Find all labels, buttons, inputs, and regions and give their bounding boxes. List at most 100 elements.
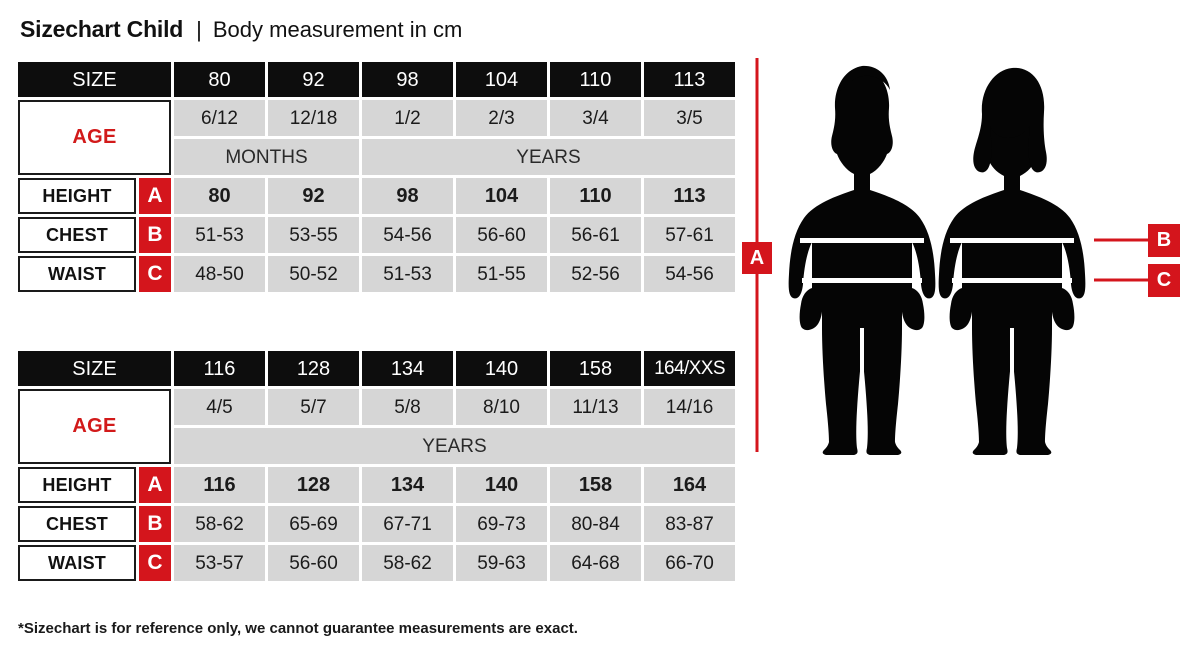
size-header-label: SIZE <box>18 351 171 386</box>
body-measurement-illustration: A B C <box>736 52 1196 462</box>
size-header-cell: 140 <box>456 351 547 386</box>
age-value-cell: 3/5 <box>644 100 735 136</box>
girl-chest-band <box>950 238 1074 243</box>
chest-value-cell: 54-56 <box>362 217 453 253</box>
sizechart-table-large: SIZE 116 128 134 140 158 164/XXS AGE 4/5 5/7 5/8 8/… <box>18 351 735 581</box>
row-badge-a-icon: A <box>139 178 171 214</box>
size-header-cell: 164/XXS <box>644 351 735 386</box>
row-label-text: WAIST <box>18 256 136 292</box>
chest-value-cell: 67-71 <box>362 506 453 542</box>
age-unit-cell: MONTHS <box>174 139 359 175</box>
chest-value-cell: 83-87 <box>644 506 735 542</box>
height-value-cell: 98 <box>362 178 453 214</box>
height-value-cell: 134 <box>362 467 453 503</box>
row-label-height: HEIGHT A <box>18 467 171 503</box>
height-value-cell: 110 <box>550 178 641 214</box>
size-header-cell: 110 <box>550 62 641 97</box>
chest-value-cell: 53-55 <box>268 217 359 253</box>
height-value-cell: 164 <box>644 467 735 503</box>
waist-value-cell: 53-57 <box>174 545 265 581</box>
chest-value-cell: 69-73 <box>456 506 547 542</box>
row-label-height: HEIGHT A <box>18 178 171 214</box>
age-value-cell: 1/2 <box>362 100 453 136</box>
boy-leg-gap <box>860 328 864 456</box>
size-header-cell: 134 <box>362 351 453 386</box>
page-title: Sizechart Child <box>20 16 184 42</box>
size-header-cell: 113 <box>644 62 735 97</box>
boy-waist-band <box>802 278 922 283</box>
chest-value-cell: 58-62 <box>174 506 265 542</box>
waist-value-cell: 51-53 <box>362 256 453 292</box>
size-header-cell: 104 <box>456 62 547 97</box>
age-value-cell: 12/18 <box>268 100 359 136</box>
page-header: Sizechart Child | Body measurement in cm <box>20 16 462 43</box>
waist-value-cell: 59-63 <box>456 545 547 581</box>
height-value-cell: 92 <box>268 178 359 214</box>
boy-silhouette <box>788 65 936 455</box>
page-subtitle: Body measurement in cm <box>212 17 463 42</box>
age-value-cell: 3/4 <box>550 100 641 136</box>
waist-value-cell: 56-60 <box>268 545 359 581</box>
age-value-cell: 5/7 <box>268 389 359 425</box>
waist-value-cell: 52-56 <box>550 256 641 292</box>
row-label-waist: WAIST C <box>18 256 171 292</box>
size-header-cell: 80 <box>174 62 265 97</box>
age-value-cell: 14/16 <box>644 389 735 425</box>
table-grid: SIZE 116 128 134 140 158 164/XXS AGE 4/5 5/7 5/8 8/… <box>18 351 735 581</box>
height-value-cell: 128 <box>268 467 359 503</box>
row-badge-a-icon: A <box>139 467 171 503</box>
age-value-cell: 5/8 <box>362 389 453 425</box>
waist-value-cell: 64-68 <box>550 545 641 581</box>
size-header-cell: 158 <box>550 351 641 386</box>
girl-silhouette <box>938 67 1086 455</box>
height-value-cell: 104 <box>456 178 547 214</box>
height-value-cell: 140 <box>456 467 547 503</box>
table-grid: SIZE 80 92 98 104 110 113 AGE 6/12 12/18 1/2 2/3 3/4… <box>18 62 735 292</box>
waist-value-cell: 50-52 <box>268 256 359 292</box>
row-label-text: HEIGHT <box>18 178 136 214</box>
chest-value-cell: 57-61 <box>644 217 735 253</box>
row-label-text: CHEST <box>18 217 136 253</box>
row-badge-b-icon: B <box>139 506 171 542</box>
header-separator: | <box>196 17 202 42</box>
waist-value-cell: 54-56 <box>644 256 735 292</box>
footnote: *Sizechart is for reference only, we can… <box>18 620 578 637</box>
age-value-cell: 4/5 <box>174 389 265 425</box>
height-value-cell: 80 <box>174 178 265 214</box>
age-value-cell: 8/10 <box>456 389 547 425</box>
row-label-chest: CHEST B <box>18 506 171 542</box>
age-label-cell: AGE <box>18 100 171 175</box>
age-unit-cell: YEARS <box>362 139 735 175</box>
age-unit-cell: YEARS <box>174 428 735 464</box>
age-value-cell: 2/3 <box>456 100 547 136</box>
chest-value-cell: 56-60 <box>456 217 547 253</box>
row-label-text: HEIGHT <box>18 467 136 503</box>
chest-value-cell: 80-84 <box>550 506 641 542</box>
size-header-cell: 92 <box>268 62 359 97</box>
row-label-text: CHEST <box>18 506 136 542</box>
girl-leg-gap <box>1010 328 1014 456</box>
age-label-cell: AGE <box>18 389 171 464</box>
marker-b-badge: B <box>1148 224 1180 257</box>
chest-value-cell: 65-69 <box>268 506 359 542</box>
boy-chest-band <box>800 238 924 243</box>
age-value-cell: 11/13 <box>550 389 641 425</box>
row-badge-c-icon: C <box>139 545 171 581</box>
marker-a-badge: A <box>742 242 772 274</box>
row-label-chest: CHEST B <box>18 217 171 253</box>
size-header-cell: 98 <box>362 62 453 97</box>
row-label-waist: WAIST C <box>18 545 171 581</box>
age-value-cell: 6/12 <box>174 100 265 136</box>
chest-value-cell: 56-61 <box>550 217 641 253</box>
girl-waist-band <box>952 278 1072 283</box>
waist-value-cell: 58-62 <box>362 545 453 581</box>
waist-value-cell: 51-55 <box>456 256 547 292</box>
size-header-cell: 128 <box>268 351 359 386</box>
size-header-cell: 116 <box>174 351 265 386</box>
chest-value-cell: 51-53 <box>174 217 265 253</box>
size-header-label: SIZE <box>18 62 171 97</box>
height-value-cell: 158 <box>550 467 641 503</box>
waist-value-cell: 48-50 <box>174 256 265 292</box>
marker-c-badge: C <box>1148 264 1180 297</box>
